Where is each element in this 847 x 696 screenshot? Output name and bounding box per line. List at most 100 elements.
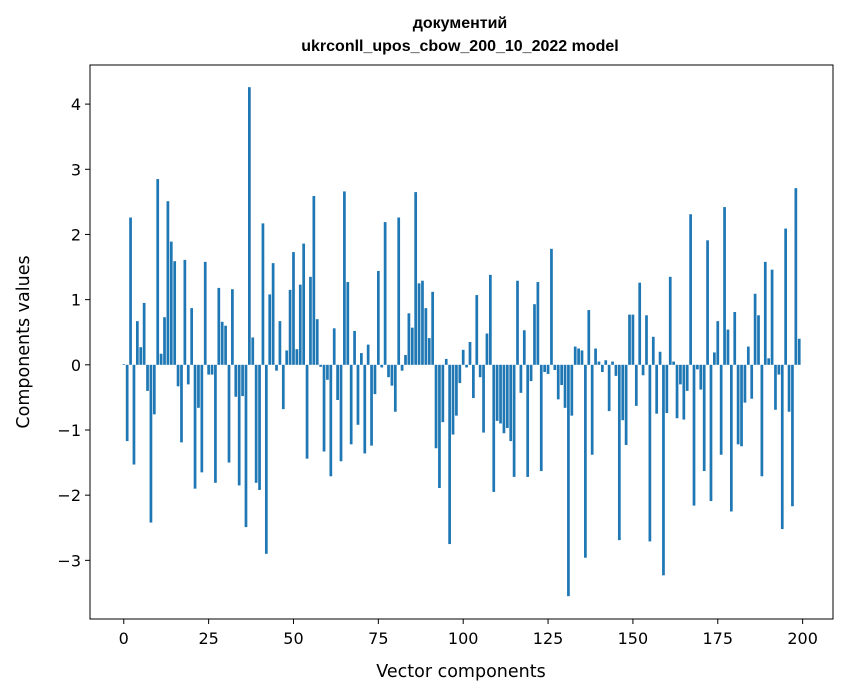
bar bbox=[373, 364, 377, 395]
bars-group bbox=[122, 87, 801, 597]
bar bbox=[604, 360, 608, 365]
bar bbox=[376, 270, 380, 365]
bar bbox=[563, 364, 567, 408]
bar bbox=[220, 321, 224, 365]
bar bbox=[434, 364, 438, 449]
bar bbox=[502, 364, 506, 434]
bar bbox=[580, 350, 584, 365]
bar bbox=[662, 364, 665, 576]
bar bbox=[312, 196, 316, 365]
bar bbox=[424, 308, 428, 365]
bar bbox=[472, 364, 475, 399]
bar bbox=[387, 364, 390, 378]
bar bbox=[186, 364, 190, 385]
bar bbox=[757, 315, 760, 365]
bar bbox=[550, 248, 553, 365]
chart-title-line-1: документий bbox=[413, 15, 508, 32]
bar bbox=[797, 338, 801, 365]
bar bbox=[455, 364, 458, 416]
bar bbox=[139, 347, 143, 365]
bar bbox=[319, 364, 322, 367]
bar bbox=[169, 241, 173, 365]
bar bbox=[556, 364, 560, 400]
bar bbox=[326, 364, 329, 380]
bar bbox=[268, 294, 272, 365]
bar bbox=[746, 346, 750, 365]
bar bbox=[410, 327, 414, 365]
bar bbox=[227, 364, 231, 463]
bar bbox=[224, 325, 227, 365]
bar bbox=[248, 87, 251, 365]
bar bbox=[716, 321, 720, 365]
bar bbox=[533, 304, 536, 365]
bar bbox=[499, 364, 502, 424]
bar bbox=[275, 364, 278, 371]
bar bbox=[723, 207, 726, 365]
bar bbox=[244, 364, 248, 528]
bar bbox=[726, 329, 730, 365]
bar bbox=[309, 276, 312, 365]
bar bbox=[553, 364, 557, 371]
bar bbox=[573, 346, 577, 365]
bar bbox=[360, 353, 363, 365]
bar bbox=[570, 364, 574, 416]
x-tick-label: 50 bbox=[283, 629, 303, 648]
bar bbox=[777, 364, 781, 375]
bar bbox=[648, 364, 652, 542]
bar bbox=[611, 361, 614, 365]
bar bbox=[634, 364, 638, 406]
bar bbox=[675, 364, 679, 419]
y-tick-label: −2 bbox=[57, 486, 81, 505]
bar bbox=[302, 243, 306, 365]
bar bbox=[278, 321, 282, 365]
bar bbox=[713, 352, 716, 365]
bar bbox=[298, 284, 302, 365]
bar bbox=[597, 361, 601, 365]
bar bbox=[512, 364, 516, 477]
bar bbox=[197, 364, 200, 408]
bar bbox=[645, 315, 648, 365]
bar bbox=[560, 364, 563, 386]
bar bbox=[709, 364, 713, 502]
bar bbox=[672, 361, 675, 365]
bar bbox=[628, 314, 631, 365]
bar bbox=[207, 364, 210, 375]
bar bbox=[536, 282, 540, 365]
bar bbox=[767, 358, 771, 365]
bar bbox=[210, 364, 214, 375]
x-tick-label: 100 bbox=[448, 629, 479, 648]
bar bbox=[444, 358, 448, 365]
bar bbox=[203, 261, 207, 365]
bar bbox=[146, 364, 149, 391]
bar bbox=[125, 364, 129, 442]
y-tick-label: 1 bbox=[71, 291, 81, 310]
bar bbox=[641, 364, 645, 376]
bar bbox=[448, 364, 451, 545]
bar bbox=[343, 191, 346, 365]
bar bbox=[261, 223, 265, 365]
y-tick-label: −3 bbox=[57, 551, 81, 570]
y-tick-label: 0 bbox=[71, 356, 81, 375]
bar bbox=[383, 222, 387, 365]
bar bbox=[692, 364, 696, 506]
bar bbox=[281, 364, 285, 410]
bar bbox=[543, 364, 547, 372]
bar bbox=[397, 217, 401, 365]
bar bbox=[743, 364, 747, 403]
y-tick-label: 4 bbox=[71, 95, 81, 114]
bar bbox=[522, 330, 526, 365]
bar bbox=[271, 263, 275, 365]
bar bbox=[258, 364, 261, 490]
bar bbox=[417, 283, 421, 365]
bar bbox=[176, 364, 180, 387]
bar bbox=[740, 364, 743, 447]
x-axis-label: Vector components bbox=[376, 662, 545, 682]
bar bbox=[346, 282, 350, 365]
bar bbox=[414, 192, 418, 365]
bar bbox=[285, 350, 289, 365]
bar bbox=[152, 364, 156, 415]
bar bbox=[390, 364, 394, 386]
bar bbox=[400, 364, 404, 371]
bar bbox=[336, 364, 339, 401]
